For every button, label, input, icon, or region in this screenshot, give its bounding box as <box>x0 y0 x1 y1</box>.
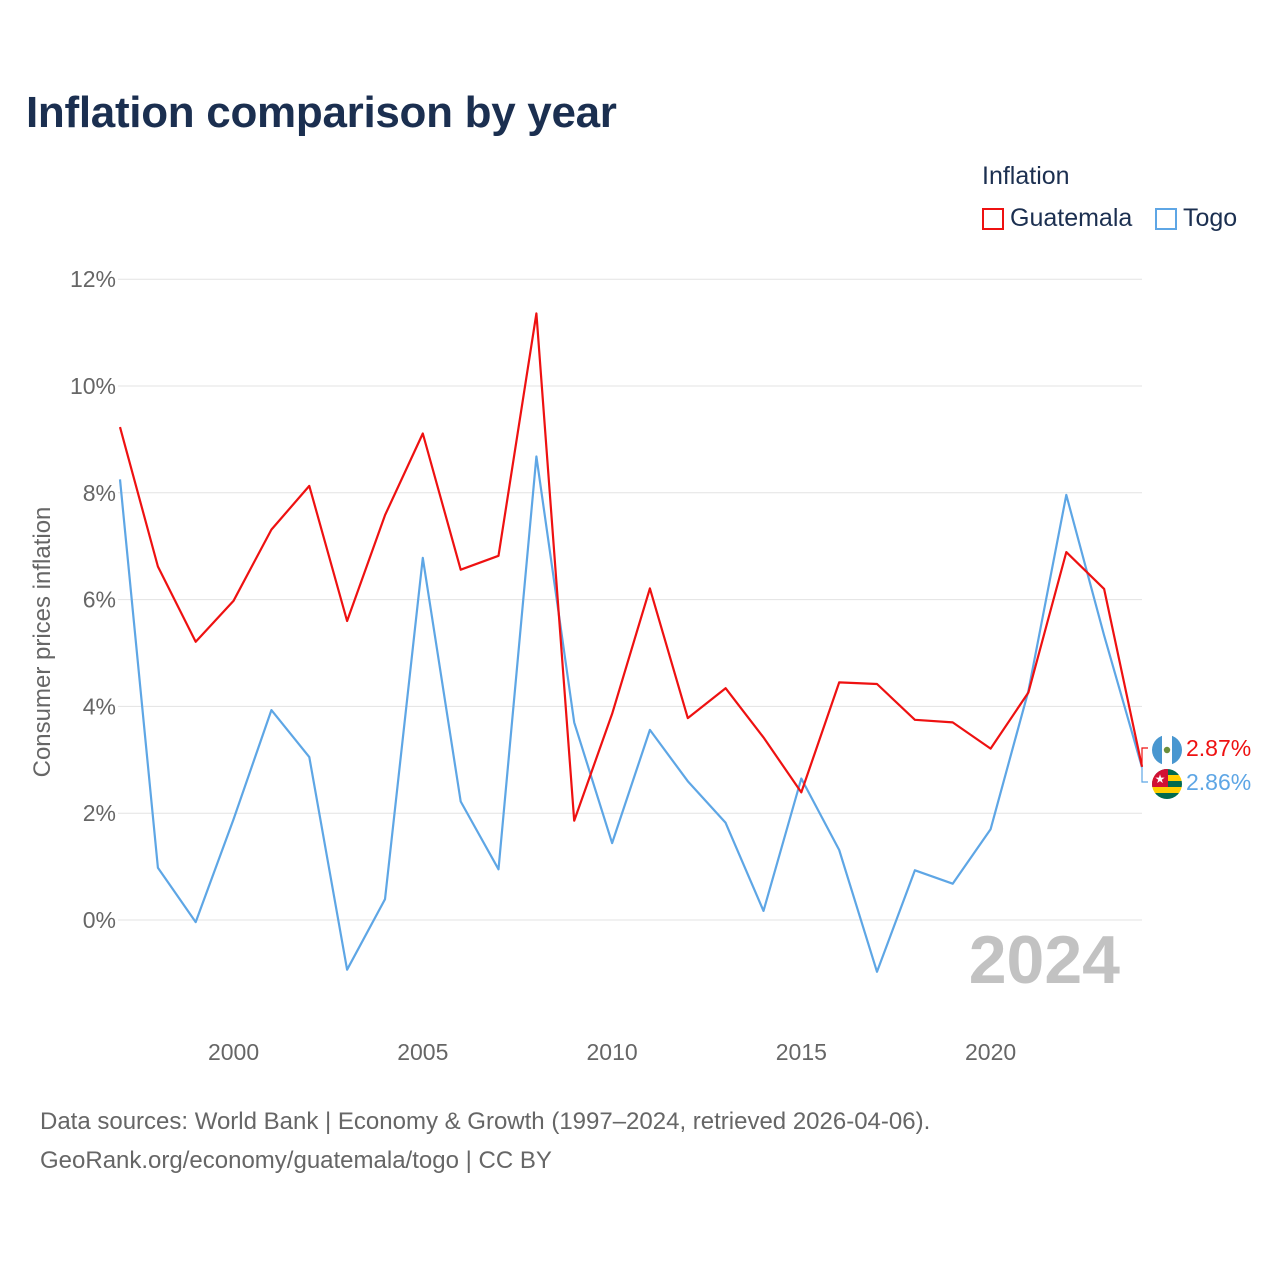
legend-title: Inflation <box>982 162 1070 190</box>
togo-flag-icon: ★ <box>1152 769 1182 799</box>
x-tick-label: 2015 <box>776 1039 827 1065</box>
series-line-togo[interactable] <box>118 455 1144 973</box>
end-labels: 2.87% 2.86% <box>1141 735 1251 795</box>
y-tick-label: 12% <box>70 266 116 292</box>
end-label-connector <box>1141 747 1148 767</box>
end-label-connector <box>1141 767 1148 783</box>
y-tick-label: 10% <box>70 373 116 399</box>
legend-item-guatemala[interactable]: Guatemala <box>982 204 1132 233</box>
guatemala-flag-icon <box>1152 735 1182 765</box>
chart-title: Inflation comparison by year <box>26 88 617 137</box>
y-axis-ticks: 0% 2% 4% 6% 8% 10% 12% <box>70 266 116 933</box>
legend-swatch-guatemala <box>982 207 1004 230</box>
legend-swatch-togo <box>1155 207 1177 230</box>
end-label-guatemala: 2.87% <box>1186 735 1251 761</box>
grid-lines <box>118 278 1142 921</box>
x-axis-ticks: 2000 2005 2010 2015 2020 <box>208 1039 1016 1065</box>
x-tick-label: 2020 <box>965 1039 1016 1065</box>
y-tick-label: 6% <box>83 587 116 613</box>
series-lines <box>118 312 1144 973</box>
legend-label-guatemala: Guatemala <box>1010 204 1133 232</box>
x-tick-label: 2005 <box>397 1039 448 1065</box>
y-tick-label: 8% <box>83 480 116 506</box>
x-tick-label: 2010 <box>586 1039 637 1065</box>
y-tick-label: 2% <box>83 800 116 826</box>
year-watermark: 2024 <box>969 922 1120 998</box>
svg-text:★: ★ <box>1155 772 1166 786</box>
x-tick-label: 2000 <box>208 1039 259 1065</box>
series-line-guatemala[interactable] <box>118 312 1144 822</box>
y-axis-label: Consumer prices inflation <box>29 507 56 778</box>
legend-item-togo[interactable]: Togo <box>1155 204 1237 233</box>
source-url[interactable]: GeoRank.org/economy/guatemala/togo | CC … <box>40 1147 552 1174</box>
data-source-note: Data sources: World Bank | Economy & Gro… <box>40 1108 931 1135</box>
y-tick-label: 4% <box>83 693 116 719</box>
end-label-togo: 2.86% <box>1186 769 1251 795</box>
legend-label-togo: Togo <box>1183 204 1238 232</box>
y-tick-label: 0% <box>83 907 116 933</box>
